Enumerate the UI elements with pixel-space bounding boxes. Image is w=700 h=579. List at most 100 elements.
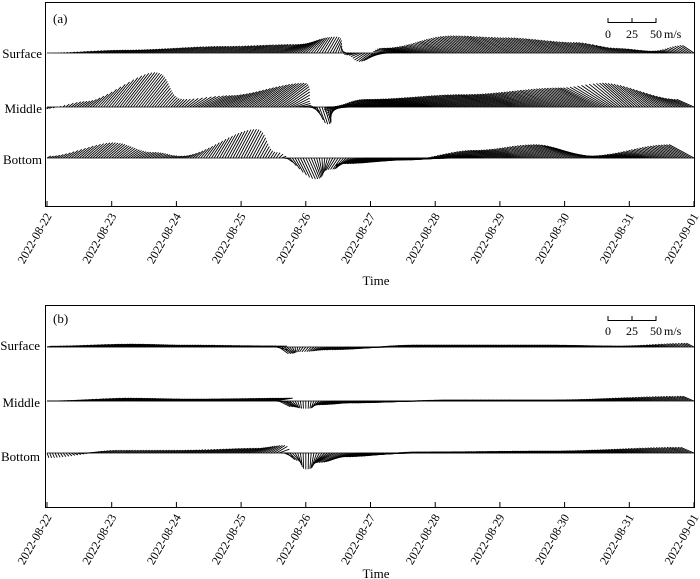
- stick: [170, 47, 187, 54]
- stick: [152, 449, 162, 454]
- stick: [297, 157, 307, 176]
- stick: [213, 94, 236, 108]
- stick: [344, 52, 352, 55]
- stick: [352, 52, 363, 59]
- stick: [97, 91, 113, 108]
- stick: [157, 449, 167, 454]
- stick: [625, 150, 651, 159]
- stick: [585, 449, 603, 454]
- stick: [178, 46, 196, 54]
- stick: [235, 129, 252, 159]
- stick: [159, 92, 174, 108]
- x-tick-label: 2022-08-26: [273, 512, 313, 567]
- panel-a-x-axis-label: Time: [363, 273, 390, 288]
- stick: [649, 396, 662, 402]
- stick: [292, 41, 312, 54]
- stick: [480, 149, 509, 159]
- stick: [318, 36, 330, 54]
- stick: [305, 39, 321, 54]
- stick: [278, 346, 289, 355]
- stick: [379, 47, 401, 54]
- stick: [609, 153, 635, 159]
- stick: [84, 50, 93, 54]
- stick: [430, 95, 468, 108]
- stick: [273, 444, 286, 454]
- stick: [628, 149, 654, 159]
- stick: [224, 132, 240, 159]
- stick: [382, 98, 420, 108]
- stick: [84, 143, 101, 159]
- stick: [483, 149, 511, 159]
- stick: [472, 149, 501, 159]
- stick: [465, 94, 503, 108]
- panel-b-series-label-bottom: Bottom: [1, 449, 40, 464]
- stick: [321, 157, 324, 175]
- stick: [611, 397, 627, 402]
- stick: [173, 155, 180, 159]
- stick: [519, 89, 557, 108]
- stick: [162, 94, 175, 108]
- stick: [612, 153, 638, 159]
- stick: [316, 452, 336, 464]
- stick: [649, 50, 660, 54]
- stick: [130, 49, 143, 54]
- stick: [649, 344, 660, 348]
- stick: [325, 157, 334, 171]
- stick: [111, 144, 128, 159]
- stick: [527, 89, 565, 108]
- series-middle-sticks: [47, 395, 695, 409]
- stick: [452, 94, 490, 108]
- stick: [366, 98, 403, 108]
- stick: [514, 90, 552, 108]
- stick: [227, 131, 243, 159]
- stick: [205, 95, 228, 108]
- stick: [181, 98, 191, 108]
- panel-b-series-label-surface: Surface: [0, 338, 40, 353]
- stick: [302, 157, 314, 179]
- stick: [358, 52, 371, 62]
- stick: [49, 452, 53, 458]
- stick: [146, 151, 157, 159]
- stick: [591, 44, 611, 54]
- stick: [265, 83, 296, 108]
- stick: [609, 397, 624, 402]
- x-tick-label: 2022-08-22: [14, 211, 54, 266]
- stick: [410, 43, 436, 54]
- stick: [460, 94, 498, 108]
- stick: [286, 400, 297, 408]
- stick: [251, 447, 267, 454]
- stick: [653, 447, 668, 454]
- stick: [265, 44, 289, 54]
- stick: [640, 49, 651, 54]
- stick: [419, 40, 447, 54]
- x-tick-label: 2022-08-24: [144, 211, 184, 266]
- stick: [623, 397, 638, 402]
- stick: [95, 93, 109, 108]
- stick: [70, 149, 83, 159]
- stick: [286, 452, 296, 460]
- stick: [663, 395, 676, 402]
- stick: [659, 49, 670, 54]
- stick: [445, 153, 474, 159]
- stick: [238, 129, 255, 159]
- stick: [455, 94, 492, 108]
- stick: [89, 97, 101, 108]
- stick: [439, 94, 476, 108]
- panel-b-sticks: [46, 342, 695, 470]
- stick: [216, 94, 239, 108]
- stick: [664, 446, 678, 454]
- stick: [417, 96, 455, 108]
- stick: [152, 48, 166, 54]
- stick: [200, 449, 213, 454]
- stick: [299, 346, 304, 353]
- stick: [286, 91, 311, 108]
- stick: [219, 45, 238, 54]
- stick: [374, 49, 395, 54]
- stick: [544, 87, 581, 108]
- stick: [522, 89, 560, 108]
- stick: [485, 36, 514, 54]
- stick: [246, 44, 268, 54]
- stick: [62, 104, 66, 108]
- stick: [604, 82, 633, 108]
- panel-a-scale-0: 0: [605, 27, 611, 41]
